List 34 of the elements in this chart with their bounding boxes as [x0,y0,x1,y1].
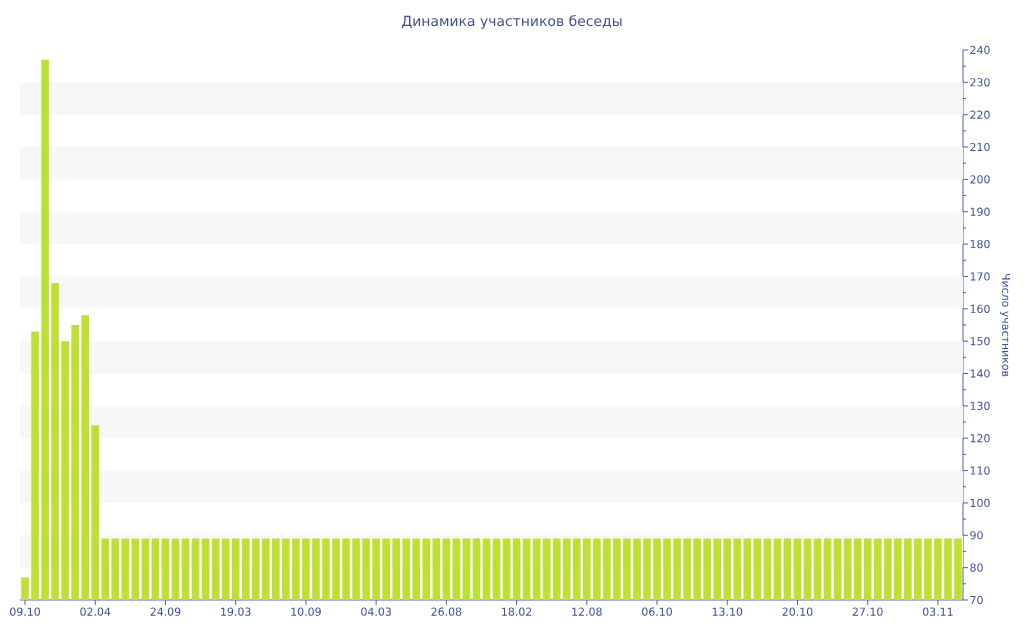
x-tick-label: 06.10 [642,607,672,616]
x-tick-label: 18.02 [502,607,532,616]
y-tick-label: 120 [970,434,990,443]
x-tick-label: 27.10 [852,607,883,616]
y-tick-label: 200 [970,175,990,184]
y-tick-label: 110 [970,466,990,475]
x-tick-label: 10.09 [291,607,321,616]
y-tick-label: 150 [970,337,990,346]
y-tick-label: 190 [970,207,990,216]
y-tick-label: 70 [970,595,983,605]
y-tick-label: 230 [970,78,990,87]
x-tick-label: 12.08 [572,607,602,616]
y-tick-label: 80 [970,563,983,572]
x-tick-label: 20.10 [782,607,813,616]
y-tick-label: 170 [970,272,990,281]
x-tick-label: 24.09 [150,607,181,616]
x-tick-label: 19.03 [221,607,251,616]
x-tick-label: 03.11 [922,607,953,616]
y-tick-label: 130 [970,401,990,411]
x-tick-label: 04.03 [361,607,391,616]
y-tick-label: 140 [970,369,990,378]
y-tick-label: 100 [970,498,990,508]
y-tick-label: 160 [970,304,990,313]
x-tick-label: 09.10 [10,607,40,616]
y-tick-label: 210 [970,142,990,152]
y-tick-label: 180 [970,239,990,249]
y-axis-title: Число участников [999,273,1011,377]
x-tick-label: 02.04 [80,607,111,616]
x-tick-label: 26.08 [431,607,462,616]
chart-title: Динамика участников беседы [402,15,622,29]
y-tick-label: 220 [970,110,990,119]
y-tick-label: 240 [970,45,990,55]
y-tick-label: 90 [970,531,983,540]
x-tick-label: 13.10 [712,607,743,616]
